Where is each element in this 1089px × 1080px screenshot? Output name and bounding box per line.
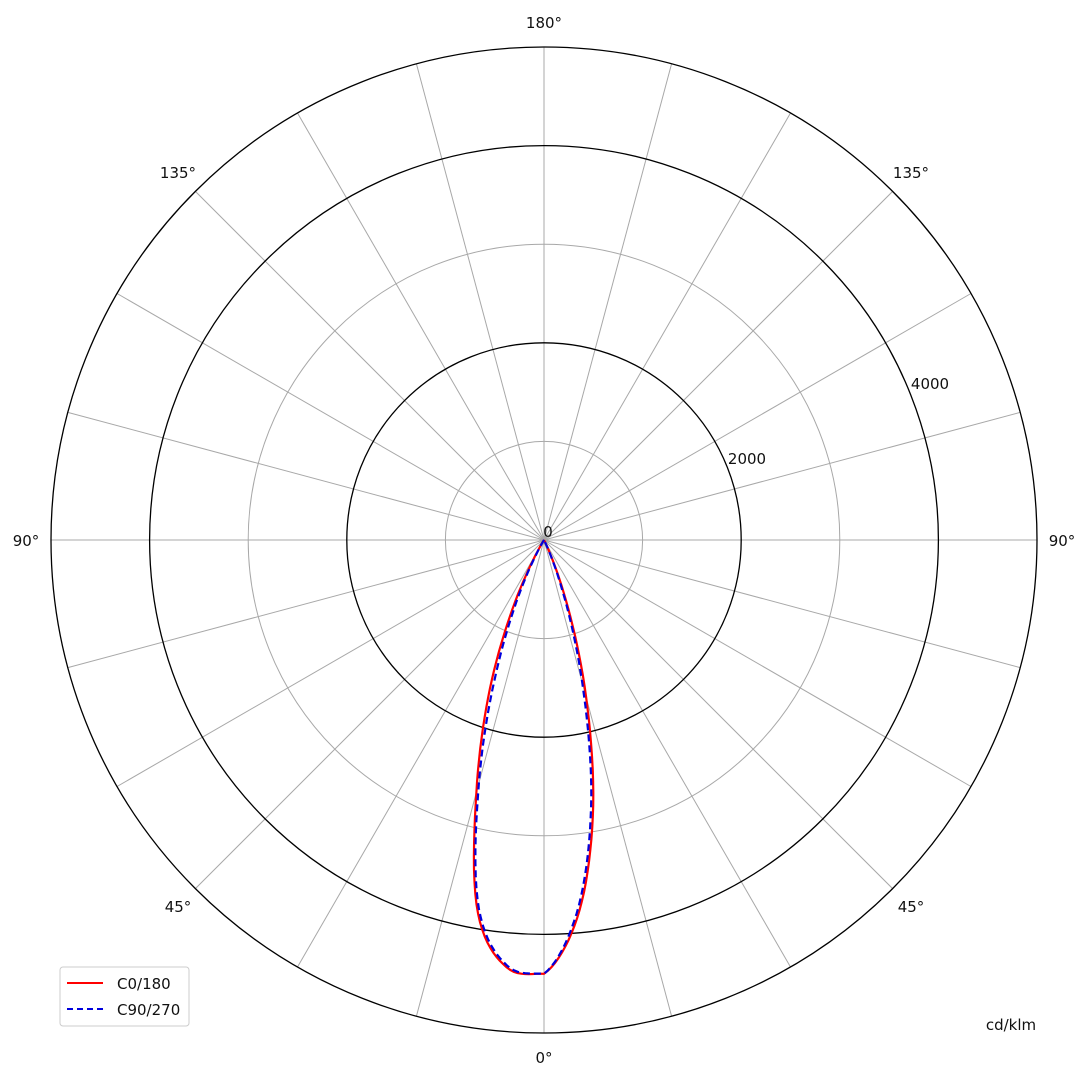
angle-label-upper-right: 135° [893, 164, 929, 182]
spoke-gridline [195, 539, 545, 889]
angle-label-top: 180° [526, 14, 562, 32]
ring-gridline [346, 342, 742, 738]
legend-box [59, 966, 190, 1027]
angle-label-bottom: 0° [535, 1049, 552, 1067]
spoke-gridline [415, 63, 545, 541]
radial-tick-2000: 2000 [728, 450, 766, 468]
spoke-gridline [543, 191, 893, 541]
spoke-gridline [543, 539, 893, 889]
spoke-gridline [67, 539, 545, 669]
ring-gridline [148, 144, 940, 936]
legend-label-c90: C90/270 [117, 1001, 180, 1019]
angle-label-lower-left: 45° [165, 898, 192, 916]
spoke-gridline [543, 539, 673, 1017]
angle-label-lower-right: 45° [898, 898, 925, 916]
ring-gridline [247, 243, 841, 837]
spoke-gridline [543, 63, 673, 541]
unit-label: cd/klm [986, 1016, 1036, 1034]
angle-label-right: 90° [1049, 532, 1076, 550]
spoke-gridline [297, 112, 545, 541]
spoke-gridline [543, 293, 972, 541]
spoke-gridline [543, 539, 1021, 669]
spoke-gridline [195, 191, 545, 541]
angle-label-upper-left: 135° [160, 164, 196, 182]
spoke-gridline [543, 112, 791, 541]
spoke-gridline [543, 539, 972, 787]
ring-gridline [444, 440, 644, 640]
legend: C0/180 C90/270 [59, 966, 190, 1027]
radial-tick-0: 0 [543, 523, 553, 541]
radial-tick-4000: 4000 [911, 375, 949, 393]
series-curve-c90-270 [474, 539, 593, 975]
spoke-gridline [67, 411, 545, 541]
series-curve-c0-180 [472, 539, 595, 976]
spoke-gridline [543, 539, 791, 968]
legend-label-c0: C0/180 [117, 975, 171, 993]
spoke-gridline [297, 539, 545, 968]
ring-gridline [50, 46, 1038, 1034]
angle-label-left: 90° [13, 532, 40, 550]
spoke-gridline [543, 411, 1021, 541]
spoke-gridline [116, 293, 545, 541]
spoke-gridline [116, 539, 545, 787]
